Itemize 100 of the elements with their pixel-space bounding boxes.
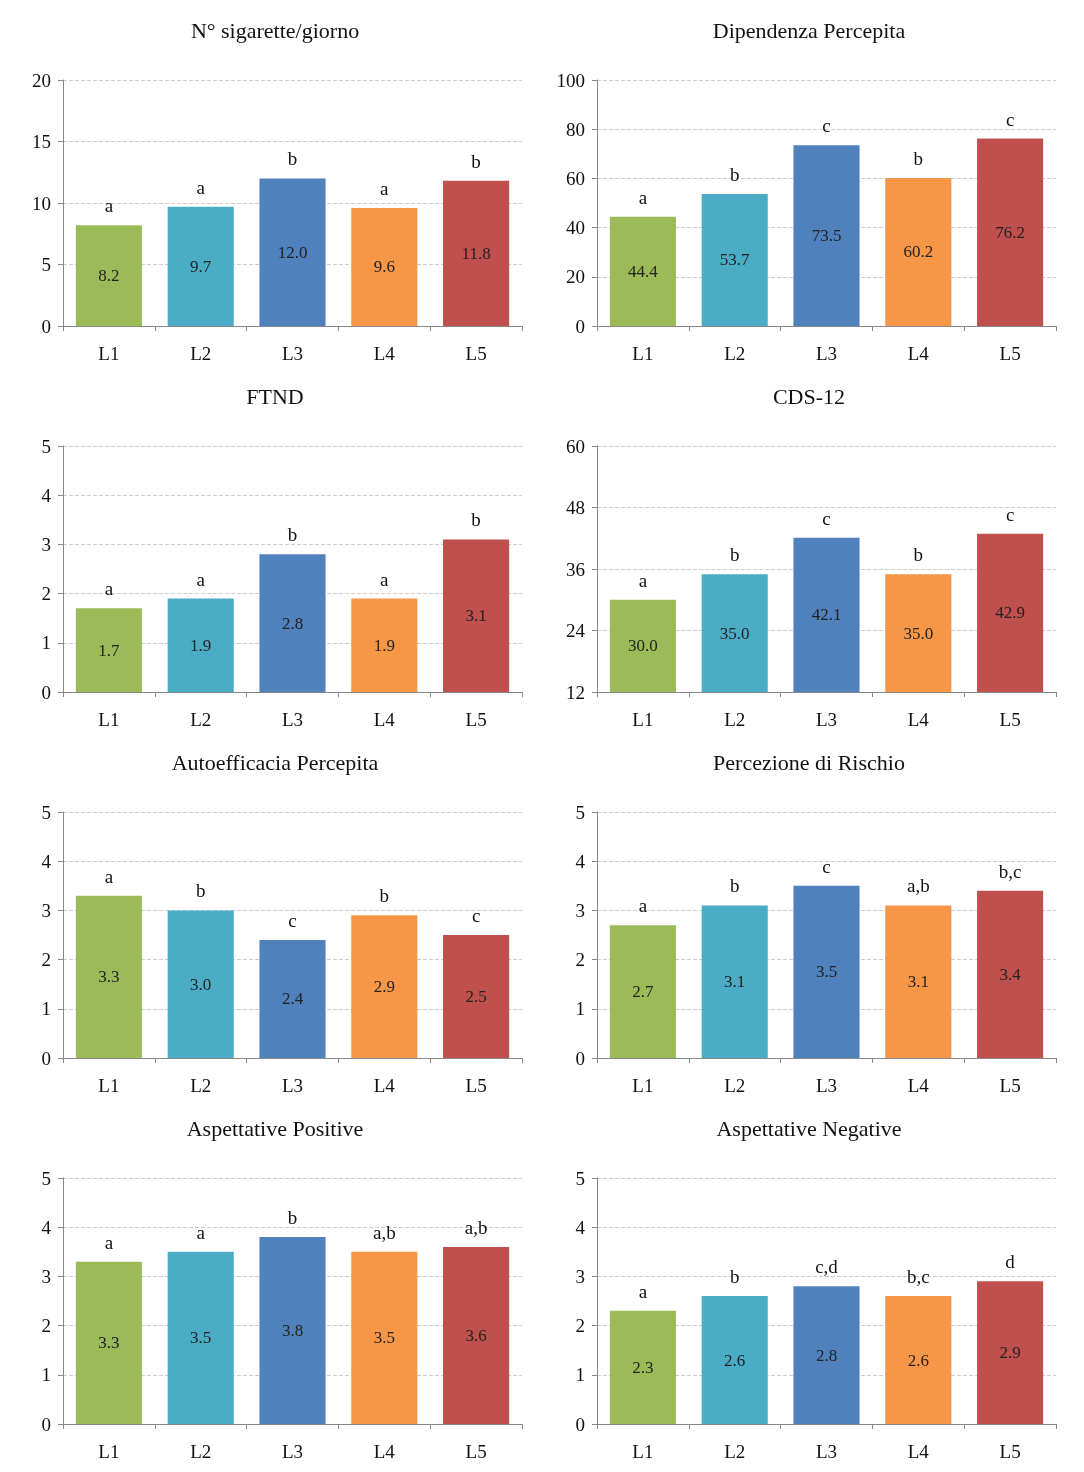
annotation: a	[638, 895, 648, 917]
annotation: b	[913, 147, 924, 169]
annotation: c,d	[815, 1256, 839, 1278]
annotation: a	[196, 1221, 206, 1243]
data-label: 2.8	[815, 1345, 838, 1365]
annotation: a,b	[464, 1216, 488, 1238]
y-tick-label: 2	[41, 583, 51, 605]
bar	[443, 180, 510, 326]
bar	[443, 1246, 510, 1424]
bar	[167, 910, 234, 1058]
annotation: b	[913, 544, 924, 566]
y-tick-label: 0	[575, 315, 585, 337]
data-label: 42.1	[811, 605, 842, 625]
data-label: 3.5	[815, 962, 838, 982]
data-label: 2.7	[632, 982, 655, 1002]
annotation: b	[729, 163, 740, 185]
bar	[885, 177, 952, 326]
data-label: 11.8	[461, 243, 491, 263]
y-tick-label: 60	[566, 435, 585, 457]
data-label: 76.2	[995, 222, 1025, 242]
x-tick-label: L2	[190, 709, 212, 730]
data-label: 3.3	[98, 967, 120, 987]
data-label: 9.6	[373, 257, 395, 277]
y-tick-label: 5	[41, 254, 51, 275]
x-tick-label: L2	[190, 1075, 212, 1096]
annotation: b	[729, 544, 740, 566]
x-tick-label: L5	[465, 1075, 487, 1096]
bar	[259, 939, 326, 1058]
data-label: 3.5	[190, 1328, 212, 1348]
y-tick-label: 0	[575, 1413, 585, 1435]
bar	[259, 554, 326, 692]
y-tick-label: 2	[575, 1315, 585, 1337]
x-tick-label: L2	[190, 343, 212, 364]
data-label: 2.5	[465, 987, 487, 1006]
y-tick-label: 48	[566, 497, 585, 518]
y-tick-label: 40	[566, 217, 585, 239]
y-tick-label: 2	[41, 1315, 51, 1337]
bar	[977, 138, 1044, 326]
bar	[351, 915, 418, 1058]
y-tick-label: 15	[32, 131, 51, 152]
bar	[259, 178, 326, 326]
x-tick-label: L5	[465, 709, 487, 730]
y-tick-label: 10	[32, 192, 51, 214]
annotation: b	[471, 509, 481, 531]
x-tick-label: L5	[465, 1441, 487, 1462]
x-tick-label: L4	[373, 1441, 396, 1462]
bar	[977, 1281, 1044, 1424]
chart-title: Aspettative Negative	[716, 1115, 902, 1141]
data-label: 44.4	[628, 261, 659, 281]
annotation: a	[104, 865, 114, 887]
data-label: 3.1	[724, 972, 746, 992]
bar	[443, 539, 510, 692]
annotation: a	[638, 569, 648, 591]
annotation: a	[104, 578, 114, 600]
x-tick-label: L3	[281, 1441, 304, 1462]
chart-title: N° sigarette/giorno	[190, 17, 360, 43]
y-tick-label: 0	[575, 1047, 585, 1069]
data-label: 2.4	[281, 989, 304, 1009]
annotation: c	[822, 507, 831, 529]
bar	[609, 1310, 676, 1424]
annotation: b,c	[906, 1266, 930, 1288]
bar	[351, 207, 418, 326]
y-tick-label: 1	[41, 998, 51, 1020]
bar	[793, 1286, 860, 1424]
x-tick-label: L1	[98, 709, 120, 730]
annotation: b	[287, 148, 298, 170]
annotation: a	[380, 177, 390, 199]
x-tick-label: L3	[281, 709, 304, 730]
data-label: 3.6	[465, 1325, 487, 1345]
data-label: 1.9	[190, 635, 212, 655]
x-tick-label: L3	[815, 343, 838, 364]
annotation: a	[196, 568, 206, 590]
bar	[75, 1261, 142, 1424]
x-tick-label: L1	[632, 1075, 654, 1096]
annotation: c	[1005, 108, 1015, 130]
bar	[885, 1296, 952, 1424]
data-label: 2.3	[632, 1357, 654, 1377]
data-label: 12.0	[277, 242, 308, 262]
y-tick-label: 80	[566, 118, 585, 140]
y-tick-label: 24	[566, 620, 586, 641]
x-tick-label: L5	[999, 709, 1021, 730]
y-tick-label: 3	[575, 899, 585, 921]
x-tick-label: L1	[632, 709, 654, 730]
x-tick-label: L4	[373, 1075, 396, 1096]
x-tick-label: L2	[190, 1441, 212, 1462]
annotation: c	[822, 855, 831, 877]
data-label: 30.0	[628, 636, 658, 656]
y-tick-label: 4	[575, 1216, 586, 1238]
annotation: b	[287, 524, 298, 546]
bar	[75, 895, 142, 1058]
x-tick-label: L2	[724, 1075, 746, 1096]
bar	[701, 193, 768, 326]
annotation: a,b	[906, 875, 930, 897]
data-label: 1.9	[373, 635, 395, 655]
y-tick-label: 3	[575, 1265, 585, 1287]
y-tick-label: 3	[41, 899, 51, 921]
bar	[259, 1237, 326, 1424]
chart-title: Percezione di Rischio	[713, 749, 905, 775]
data-label: 42.9	[995, 603, 1025, 623]
x-tick-label: L4	[907, 709, 930, 730]
